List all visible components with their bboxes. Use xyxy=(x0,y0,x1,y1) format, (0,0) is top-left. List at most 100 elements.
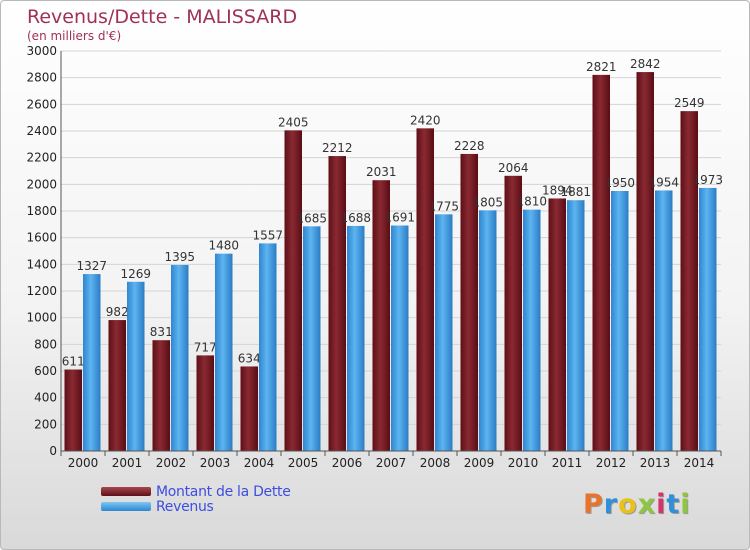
logo-letter: o xyxy=(618,489,638,520)
y-tick-label: 1200 xyxy=(26,284,57,298)
bar-revenus xyxy=(655,190,673,451)
y-tick-label: 600 xyxy=(34,364,57,378)
y-tick-label: 800 xyxy=(34,337,57,351)
y-tick-label: 1800 xyxy=(26,204,57,218)
legend-label-dette: Montant de la Dette xyxy=(156,484,291,500)
data-label-dette: 2549 xyxy=(674,96,705,110)
y-tick-label: 2800 xyxy=(26,71,57,85)
x-tick-label: 2003 xyxy=(200,456,231,470)
data-label-revenus: 1480 xyxy=(208,239,239,253)
logo-letter: x xyxy=(637,489,657,520)
y-tick-label: 2600 xyxy=(26,97,57,111)
bar-revenus xyxy=(611,191,629,451)
x-tick-label: 2000 xyxy=(68,456,99,470)
proxiti-logo: Proxiti xyxy=(583,489,691,520)
data-label-revenus: 1557 xyxy=(252,228,283,242)
bar-dette xyxy=(108,320,126,451)
bar-dette xyxy=(636,72,654,452)
data-label-dette: 611 xyxy=(62,355,85,369)
bar-revenus xyxy=(259,243,277,451)
x-tick-label: 2007 xyxy=(376,456,407,470)
bar-revenus xyxy=(479,210,497,451)
data-label-revenus: 1954 xyxy=(648,175,679,189)
y-tick-label: 3000 xyxy=(26,44,57,58)
data-label-revenus: 1688 xyxy=(340,211,371,225)
data-label-dette: 2064 xyxy=(498,161,529,175)
x-tick-label: 2001 xyxy=(112,456,143,470)
y-tick-label: 0 xyxy=(49,444,57,458)
bar-revenus xyxy=(699,187,717,451)
logo-letter: i xyxy=(680,489,691,520)
bar-dette xyxy=(372,180,390,451)
logo-letter: P xyxy=(583,489,604,520)
data-label-revenus: 1395 xyxy=(164,250,195,264)
data-label-dette: 2420 xyxy=(410,113,441,127)
bar-dette xyxy=(240,366,258,451)
y-tick-label: 1400 xyxy=(26,257,57,271)
data-label-revenus: 1881 xyxy=(560,185,591,199)
data-label-dette: 634 xyxy=(238,351,261,365)
bar-revenus xyxy=(435,214,453,451)
logo-letter: t xyxy=(666,489,681,520)
legend-swatch-dette xyxy=(101,487,151,496)
bar-revenus xyxy=(303,226,321,451)
x-tick-label: 2009 xyxy=(464,456,495,470)
y-tick-label: 2400 xyxy=(26,124,57,138)
x-tick-label: 2010 xyxy=(508,456,539,470)
data-label-revenus: 1327 xyxy=(76,259,107,273)
bar-revenus xyxy=(391,225,409,451)
x-tick-label: 2013 xyxy=(640,456,671,470)
bar-dette xyxy=(328,156,346,452)
axes: 0 200 400 600 800 1000 1200 1400 1600 1800 2000 220… xyxy=(26,44,722,470)
bar-dette xyxy=(504,175,522,452)
y-tick-label: 1000 xyxy=(26,311,57,325)
bar-dette xyxy=(460,153,478,451)
legend-swatch-revenus xyxy=(101,502,151,511)
x-tick-label: 2006 xyxy=(332,456,363,470)
data-label-dette: 2212 xyxy=(322,141,353,155)
bar-revenus xyxy=(347,225,365,451)
data-label-dette: 717 xyxy=(194,340,217,354)
data-label-dette: 2031 xyxy=(366,165,397,179)
bar-dette xyxy=(680,111,698,451)
x-tick-label: 2014 xyxy=(684,456,715,470)
bar-revenus xyxy=(523,209,541,451)
chart-title: Revenus/Dette - MALISSARD xyxy=(27,6,297,28)
x-tick-label: 2011 xyxy=(552,456,583,470)
y-tick-label: 400 xyxy=(34,391,57,405)
bar-dette xyxy=(548,198,566,451)
logo-letter: r xyxy=(603,489,619,520)
x-tick-label: 2002 xyxy=(156,456,187,470)
data-label-revenus: 1805 xyxy=(472,195,503,209)
bar-revenus xyxy=(83,274,101,451)
y-tick-label: 1600 xyxy=(26,231,57,245)
data-label-dette: 1894 xyxy=(542,183,573,197)
bar-dette xyxy=(592,74,610,451)
x-tick-label: 2012 xyxy=(596,456,627,470)
data-label-dette: 2228 xyxy=(454,139,485,153)
bar-revenus xyxy=(567,200,585,451)
bar-revenus xyxy=(127,281,145,451)
data-label-revenus: 1973 xyxy=(692,173,723,187)
bar-dette xyxy=(416,128,434,451)
y-tick-label: 200 xyxy=(34,417,57,431)
bar-revenus xyxy=(215,253,233,451)
x-tick-label: 2004 xyxy=(244,456,275,470)
logo-letter: i xyxy=(656,489,667,520)
x-tick-label: 2008 xyxy=(420,456,451,470)
bar-dette xyxy=(152,340,170,451)
data-label-dette: 982 xyxy=(106,305,129,319)
data-label-revenus: 1685 xyxy=(296,211,327,225)
data-label-dette: 2842 xyxy=(630,57,661,71)
chart-subtitle: (en milliers d'€) xyxy=(27,29,121,43)
data-label-revenus: 1950 xyxy=(604,176,635,190)
data-label-dette: 2405 xyxy=(278,115,309,129)
data-label-revenus: 1775 xyxy=(428,199,459,213)
bar-dette xyxy=(196,355,214,451)
legend-label-revenus: Revenus xyxy=(156,499,214,515)
data-label-revenus: 1269 xyxy=(120,267,151,281)
y-tick-label: 2000 xyxy=(26,177,57,191)
data-label-dette: 2821 xyxy=(586,60,617,74)
